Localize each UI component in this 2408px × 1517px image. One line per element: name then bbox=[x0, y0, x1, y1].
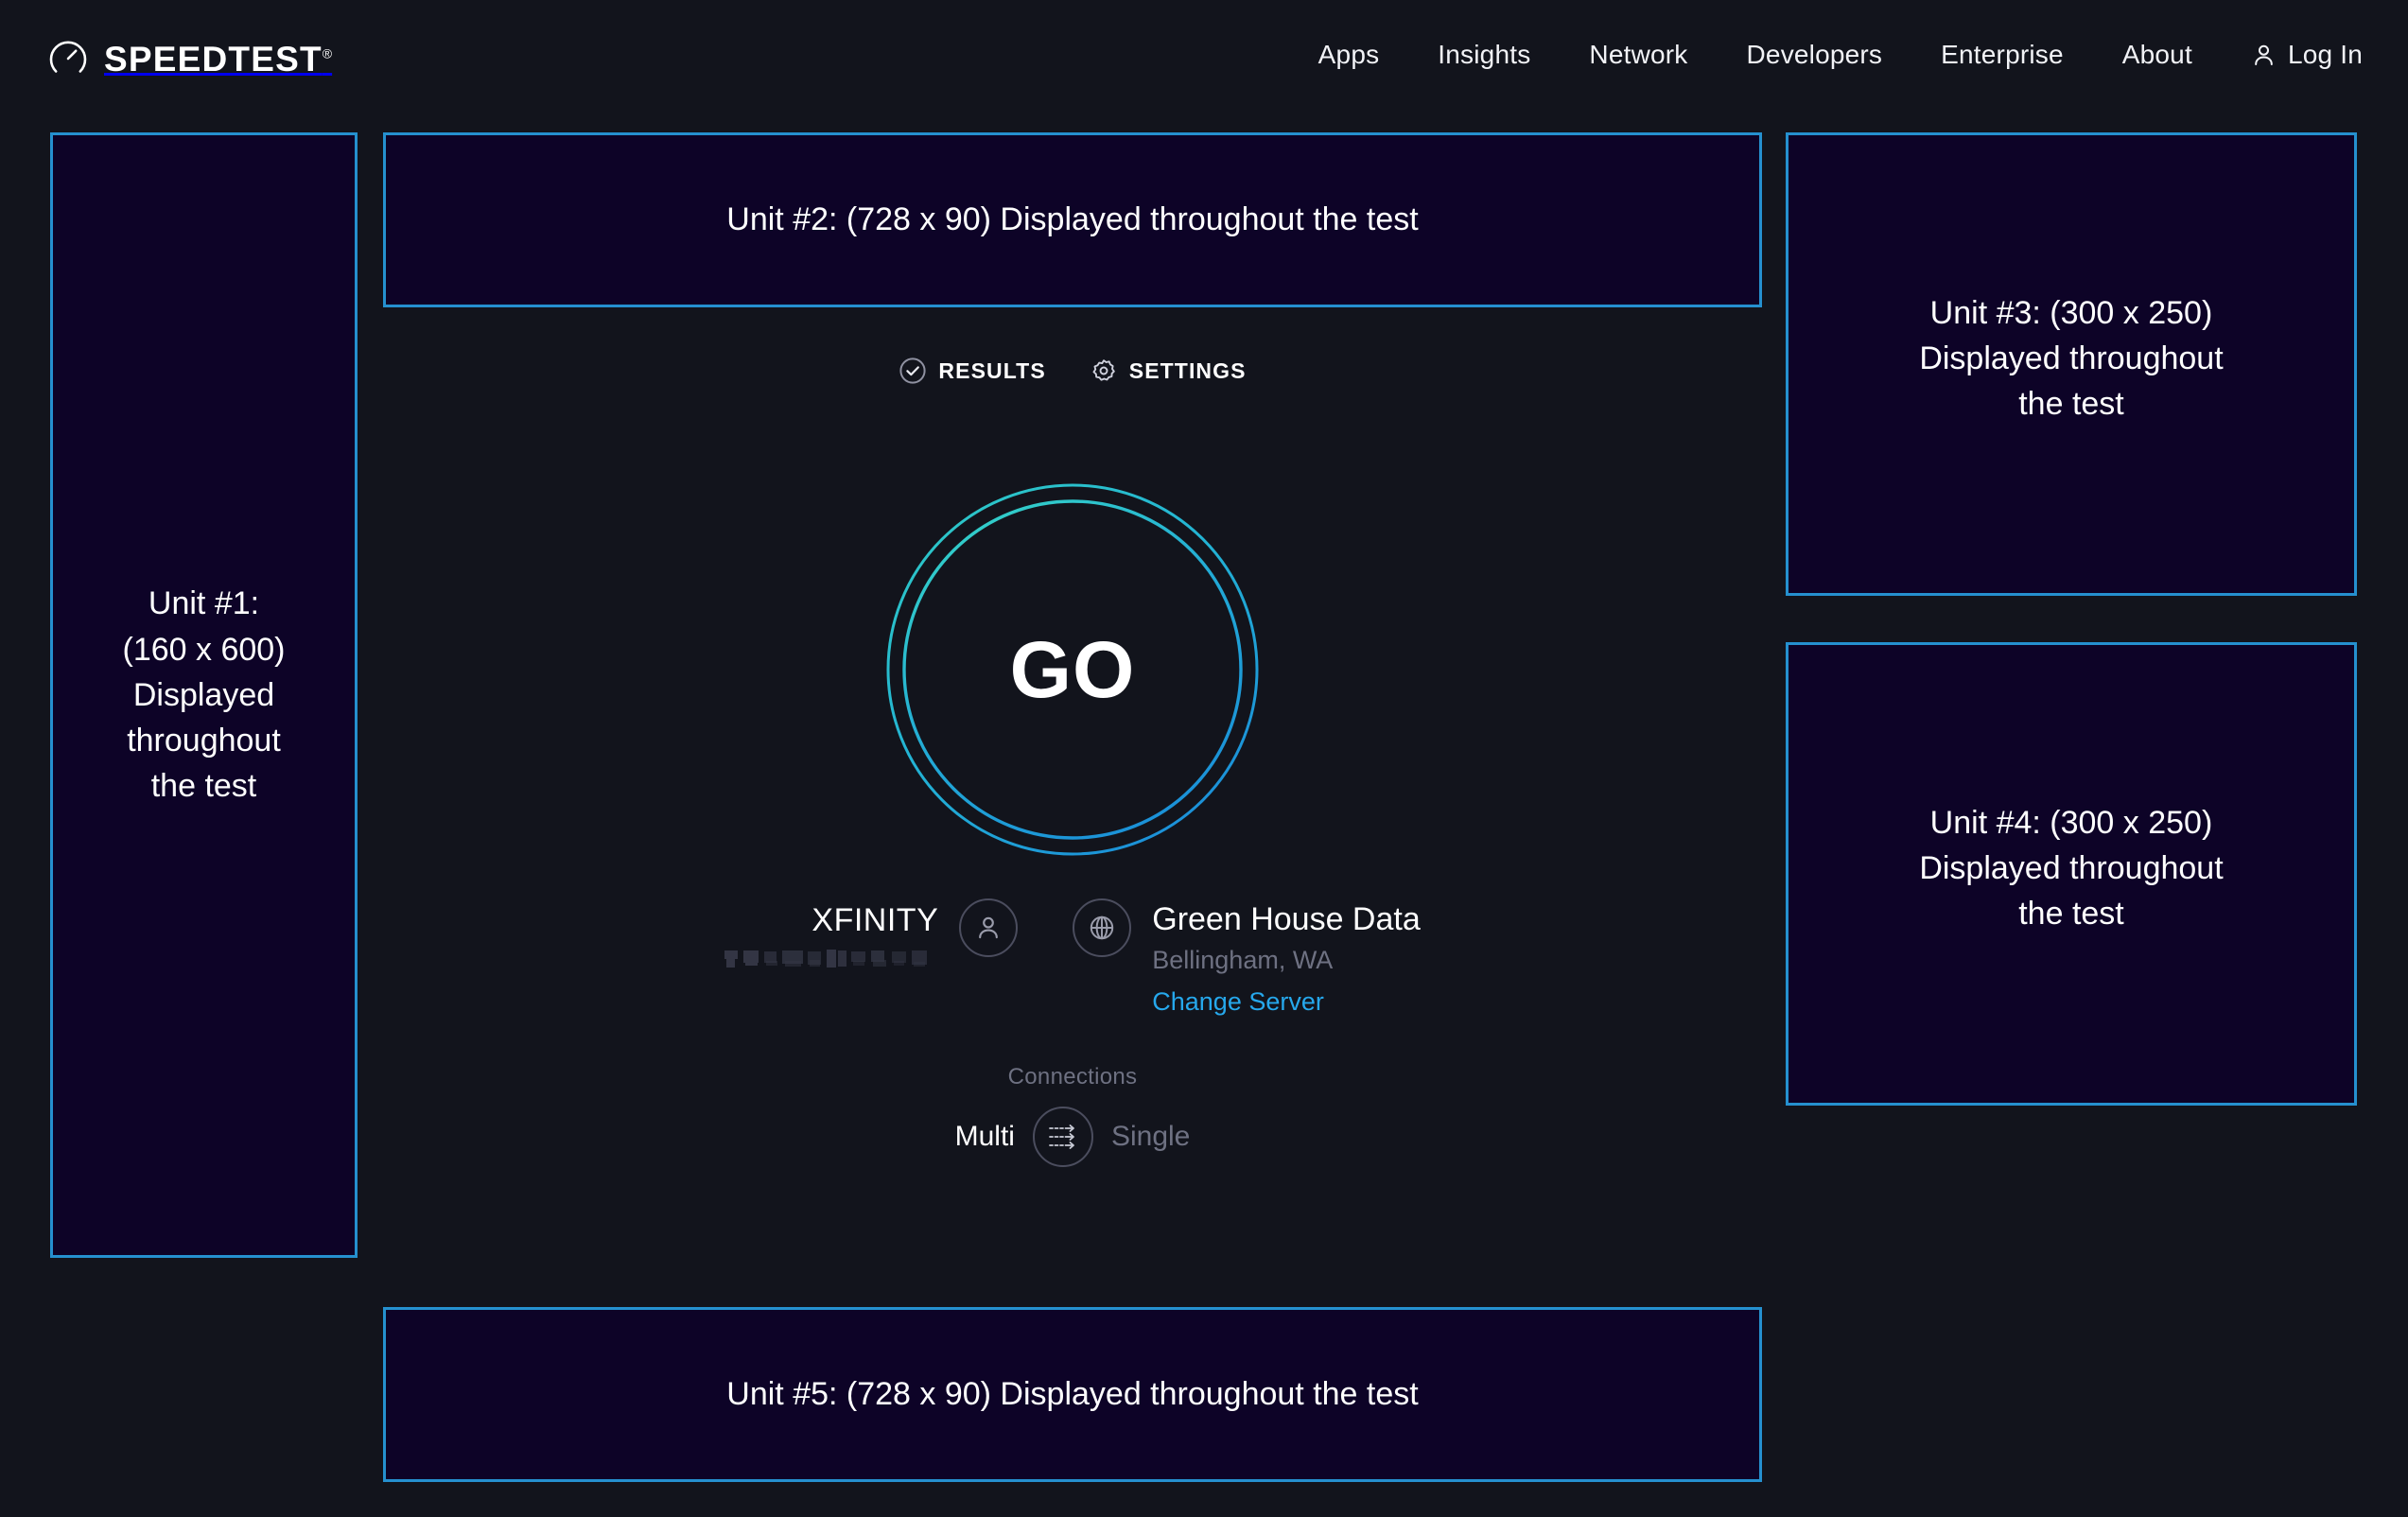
nav-about[interactable]: About bbox=[2121, 40, 2192, 69]
nav-insights[interactable]: Insights bbox=[1438, 40, 1531, 69]
server-block[interactable]: Green House Data Bellingham, WA Change S… bbox=[1073, 898, 1421, 1018]
connections-section: Connections Multi Single bbox=[383, 1064, 1762, 1167]
main-nav: Apps Insights Network Developers Enterpr… bbox=[1289, 40, 2363, 70]
ad-unit-4[interactable]: Unit #4: (300 x 250) Displayed throughou… bbox=[1786, 642, 2357, 1106]
isp-person-icon bbox=[959, 898, 1019, 957]
ad-unit-4-text: Unit #4: (300 x 250) Displayed throughou… bbox=[1919, 804, 2224, 933]
connections-option-single[interactable]: Single bbox=[1110, 1121, 1191, 1152]
server-text: Green House Data Bellingham, WA Change S… bbox=[1152, 898, 1421, 1018]
ad-unit-1[interactable]: Unit #1: (160 x 600) Displayed throughou… bbox=[50, 132, 358, 1258]
gear-icon bbox=[1090, 357, 1118, 385]
connections-option-multi[interactable]: Multi bbox=[954, 1121, 1015, 1152]
isp-ip-redacted bbox=[724, 950, 928, 968]
ad-unit-1-text: Unit #1: (160 x 600) Displayed throughou… bbox=[122, 585, 286, 805]
brand-logo[interactable]: SPEEDTEST® bbox=[47, 38, 332, 79]
isp-block[interactable]: XFINITY bbox=[724, 898, 1019, 969]
brand-name-text: SPEEDTEST bbox=[104, 39, 323, 78]
connection-info-row: XFINITY bbox=[383, 898, 1762, 1018]
go-label[interactable]: GO bbox=[1009, 624, 1136, 714]
ad-unit-2-text: Unit #2: (728 x 90) Displayed throughout… bbox=[726, 201, 1419, 238]
server-location: Bellingham, WA bbox=[1152, 945, 1334, 974]
speedometer-icon bbox=[47, 38, 89, 79]
nav-apps[interactable]: Apps bbox=[1317, 40, 1380, 69]
nav-network[interactable]: Network bbox=[1589, 40, 1688, 69]
settings-label: SETTINGS bbox=[1128, 357, 1247, 383]
brand-name: SPEEDTEST® bbox=[104, 42, 332, 77]
login-button[interactable]: Log In bbox=[2222, 40, 2363, 70]
go-rings bbox=[886, 483, 1259, 856]
login-label: Log In bbox=[2287, 40, 2363, 69]
ad-unit-2[interactable]: Unit #2: (728 x 90) Displayed throughout… bbox=[383, 132, 1762, 307]
multi-arrows-icon[interactable] bbox=[1032, 1107, 1093, 1167]
ad-unit-3[interactable]: Unit #3: (300 x 250) Displayed throughou… bbox=[1786, 132, 2357, 596]
isp-name: XFINITY bbox=[811, 902, 939, 938]
connections-label: Connections bbox=[1007, 1064, 1138, 1090]
globe-icon bbox=[1073, 898, 1132, 957]
check-circle-icon bbox=[899, 357, 927, 385]
ad-unit-5-text: Unit #5: (728 x 90) Displayed throughout… bbox=[726, 1376, 1419, 1413]
settings-button[interactable]: SETTINGS bbox=[1090, 357, 1247, 385]
person-icon bbox=[2251, 43, 2277, 68]
speedtest-panel: RESULTS SETTINGS bbox=[383, 307, 1762, 1300]
ad-unit-5[interactable]: Unit #5: (728 x 90) Displayed throughout… bbox=[383, 1307, 1762, 1482]
ad-unit-3-text: Unit #3: (300 x 250) Displayed throughou… bbox=[1919, 294, 2224, 423]
results-button[interactable]: RESULTS bbox=[899, 357, 1045, 385]
test-toolbar: RESULTS SETTINGS bbox=[383, 357, 1762, 385]
results-label: RESULTS bbox=[938, 357, 1046, 383]
isp-text: XFINITY bbox=[724, 898, 938, 969]
site-header: SPEEDTEST® Apps Insights Network Develop… bbox=[0, 0, 2408, 132]
nav-developers[interactable]: Developers bbox=[1746, 40, 1883, 69]
brand-trademark: ® bbox=[322, 45, 333, 61]
go-button[interactable]: GO bbox=[885, 482, 1260, 857]
nav-enterprise[interactable]: Enterprise bbox=[1941, 40, 2064, 69]
change-server-link[interactable]: Change Server bbox=[1152, 987, 1324, 1017]
server-name: Green House Data bbox=[1152, 901, 1421, 937]
connections-toggle: Multi Single bbox=[954, 1107, 1191, 1167]
